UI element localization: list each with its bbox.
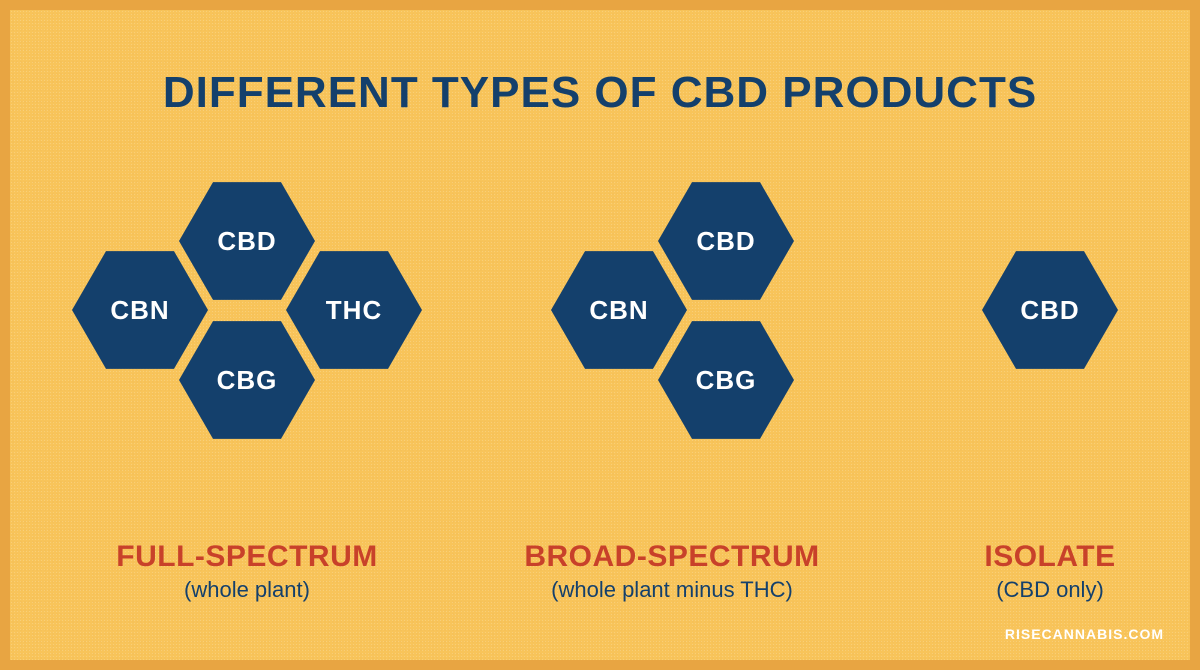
attribution-text: RISECANNABIS.COM — [1005, 626, 1164, 642]
hexagon-broad-spectrum-cbn: CBN — [551, 242, 687, 378]
group-subtitle-isolate: (CBD only) — [830, 577, 1200, 603]
hexagon-full-spectrum-cbd: CBD — [179, 173, 315, 309]
hexagon-full-spectrum-thc: THC — [286, 242, 422, 378]
group-title-broad-spectrum: BROAD-SPECTRUM — [452, 540, 892, 574]
hexagon-full-spectrum-cbn: CBN — [72, 242, 208, 378]
hexagon-full-spectrum-cbg: CBG — [179, 312, 315, 448]
group-title-full-spectrum: FULL-SPECTRUM — [27, 540, 467, 574]
hexagon-broad-spectrum-cbd: CBD — [658, 173, 794, 309]
group-title-isolate: ISOLATE — [830, 540, 1200, 574]
page-title: DIFFERENT TYPES OF CBD PRODUCTS — [10, 68, 1190, 118]
hexagon-isolate-cbd: CBD — [982, 242, 1118, 378]
group-subtitle-broad-spectrum: (whole plant minus THC) — [452, 577, 892, 603]
hexagon-broad-spectrum-cbg: CBG — [658, 312, 794, 448]
infographic-canvas: DIFFERENT TYPES OF CBD PRODUCTS CBDCBNTH… — [0, 0, 1200, 670]
group-subtitle-full-spectrum: (whole plant) — [27, 577, 467, 603]
